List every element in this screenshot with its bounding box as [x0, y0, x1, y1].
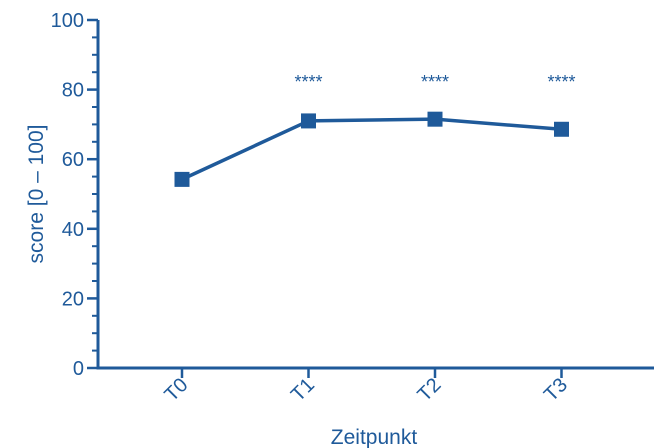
y-tick-label: 0 — [73, 358, 84, 380]
score-series — [174, 111, 569, 187]
y-axis: 0 20 40 60 80 100 — [51, 10, 100, 380]
y-tick-label: 20 — [62, 288, 84, 310]
data-point — [427, 111, 443, 127]
x-tick-label: T0 — [160, 374, 192, 406]
x-ticks: T0 T1 T2 T3 — [160, 368, 572, 406]
x-tick-label: T3 — [540, 374, 572, 406]
data-point — [174, 171, 190, 187]
significance-marker: **** — [294, 72, 322, 92]
y-ticks: 0 20 40 60 80 100 — [51, 10, 98, 380]
significance-marker: **** — [547, 72, 575, 92]
significance-annotations: **** **** **** — [294, 72, 575, 92]
series-line — [181, 117, 562, 181]
significance-marker: **** — [421, 72, 449, 92]
y-tick-label: 80 — [62, 80, 84, 102]
data-point — [301, 113, 316, 129]
y-axis-label: score [0 – 100] — [25, 125, 48, 264]
x-tick-label: T1 — [287, 374, 319, 406]
x-axis-label: Zeitpunkt — [331, 426, 418, 448]
y-tick-label: 40 — [62, 219, 84, 241]
x-axis: T0 T1 T2 T3 — [96, 366, 654, 406]
data-point — [554, 121, 569, 137]
y-tick-label: 60 — [62, 149, 84, 171]
y-tick-label: 100 — [51, 10, 84, 32]
x-tick-label: T2 — [413, 374, 445, 406]
